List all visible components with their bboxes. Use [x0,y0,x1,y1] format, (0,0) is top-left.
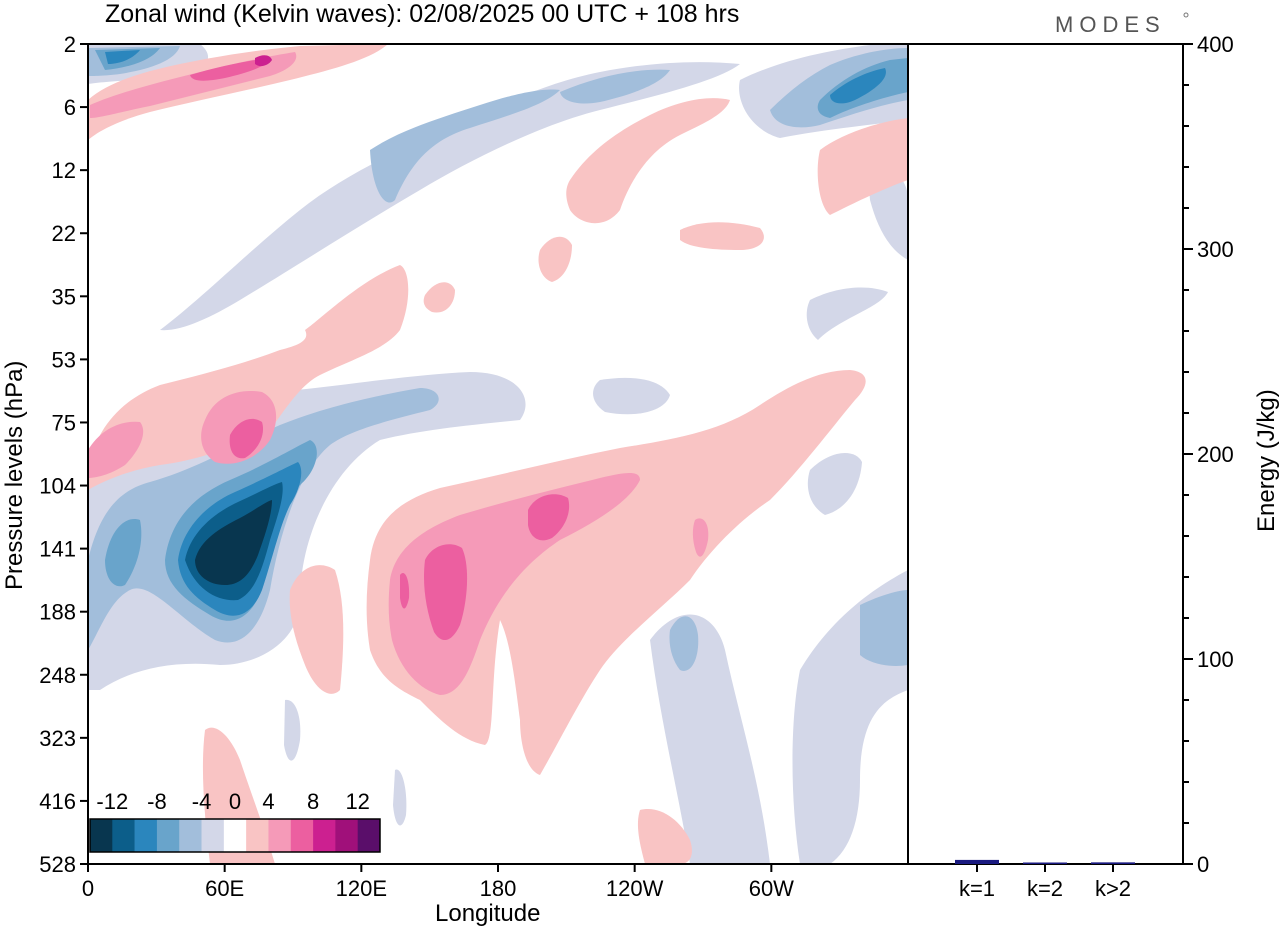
contour-neg-medium [105,519,142,587]
colorbar-label: -4 [192,789,212,814]
energy-tick-label: 300 [1197,237,1234,262]
contour-pos-pink [388,473,640,695]
y-tick-label: 53 [52,347,76,372]
x-tick-label: 0 [82,876,94,901]
y-axis: 2 6 12 22 35 53 75 104 141 188 248 323 416 528 [39,32,88,877]
brand-mark-icon [1183,12,1189,18]
contour-pos-magenta [190,58,270,81]
colorbar-swatch [112,819,135,852]
energy-tick-label: 200 [1197,442,1234,467]
energy-category-label: k=1 [959,876,995,901]
energy-bar-chart: 0 100 200 300 400 k=1 k=2 k>2 [907,32,1234,901]
contour-neg-blue [560,69,670,104]
contour-pos-light [637,809,692,864]
y-tick-label: 323 [39,726,76,751]
contour-pos-light [88,44,388,140]
y-tick-label: 2 [64,32,76,57]
contour-pos-light [680,222,764,250]
colorbar-swatch [335,819,358,852]
colorbar-frame [89,818,381,853]
energy-bar [955,859,999,864]
contour-neg-blue [669,616,699,671]
contour-neg-light [593,377,670,415]
y-tick-label: 188 [39,600,76,625]
energy-bar [1023,862,1067,864]
contour-neg-light [650,614,770,864]
colorbar-swatch [179,819,202,852]
colorbar-label: 12 [345,789,369,814]
colorbar-swatch [268,819,292,852]
y-tick-label: 416 [39,789,76,814]
y-tick-label: 141 [39,537,76,562]
colorbar: -12 -8 -4 0 4 8 12 [89,789,381,853]
contour-pos-light [289,565,344,694]
contour-neg-deepest [195,500,272,585]
bar-frame [907,43,1184,865]
contour-pos-light [566,98,730,224]
y-tick-label: 248 [39,663,76,688]
contour-neg-light [160,62,740,331]
contour-pos-light [538,236,572,282]
contour-pos-pink [88,421,144,478]
colorbar-label: 4 [262,789,274,814]
y-tick-label: 75 [52,410,76,435]
contour-neg-dark [830,68,886,104]
x-tick-label: 120E [336,876,387,901]
colorbar-swatch [156,819,180,852]
contour-pos-light [366,370,866,775]
energy-tick-label: 0 [1197,852,1209,877]
chart-title: Zonal wind (Kelvin waves): 02/08/2025 00… [105,0,739,28]
colorbar-swatch [357,819,381,852]
colorbar-label: 0 [229,789,241,814]
colorbar-swatch [90,819,113,852]
energy-category-label: k>2 [1095,876,1131,901]
contour-neg-dark [105,50,140,64]
colorbar-swatch [313,819,336,852]
colorbar-swatch [246,819,269,852]
y-tick-label: 104 [39,474,76,499]
energy-category-label: k=2 [1027,876,1063,901]
colorbar-swatch [223,819,247,852]
colorbar-swatch [290,819,314,852]
x-axis: 0 60E 120E 180 120W 60W [82,864,794,901]
y-tick-label: 12 [52,158,76,183]
energy-tick-label: 100 [1197,647,1234,672]
y-tick-label: 6 [64,95,76,120]
contour-pos-magenta [528,494,570,541]
y-tick-label: 22 [52,221,76,246]
contour-pos-light [300,300,381,365]
x-axis-label: Longitude [435,900,540,927]
x-tick-label: 180 [480,876,517,901]
contour-pos-pink [692,518,709,557]
brand-logo: MODES [1055,12,1166,37]
contour-pos-deep [255,55,272,67]
contour-pos-magenta [400,572,410,609]
energy-tick-label: 400 [1197,32,1234,57]
energy-bar [1091,862,1135,864]
energy-axis-label: Energy (J/kg) [1253,389,1280,532]
contour-neg-blue [370,89,560,203]
y-tick-label: 528 [39,852,76,877]
contour-neg-light [393,769,407,826]
contour-neg-light [284,699,301,761]
colorbar-swatch [134,819,158,852]
colorbar-label: -8 [147,789,167,814]
zonal-wind-field [88,44,908,864]
x-tick-label: 60W [749,876,794,901]
contour-neg-light [807,452,862,515]
contour-pos-magenta [229,418,264,459]
y-axis-label: Pressure levels (hPa) [1,361,28,590]
colorbar-label: -12 [96,789,128,814]
x-tick-label: 120W [606,876,664,901]
contour-pos-light [817,118,908,215]
colorbar-label: 8 [307,789,319,814]
colorbar-swatch [201,819,225,852]
contour-pos-light [423,282,455,313]
x-tick-label: 60E [205,876,244,901]
contour-neg-light [806,287,888,340]
contour-pos-magenta [424,544,468,641]
y-tick-label: 35 [52,284,76,309]
contour-neg-blue [860,590,908,666]
